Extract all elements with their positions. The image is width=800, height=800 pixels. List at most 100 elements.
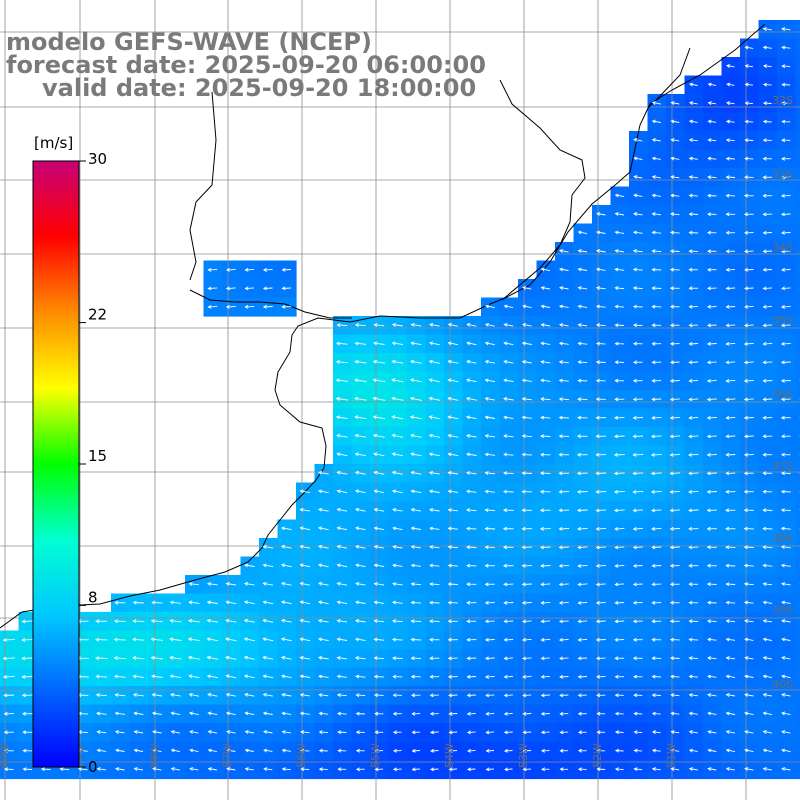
wind-arrow <box>559 767 569 772</box>
wind-arrow <box>392 582 403 586</box>
wind-arrow <box>466 563 477 568</box>
wind-arrow <box>354 341 367 346</box>
wind-arrow <box>410 563 421 568</box>
wind-arrow <box>595 582 606 587</box>
wind-arrow <box>743 397 754 402</box>
wind-speed-cell <box>795 316 800 336</box>
wind-arrow <box>707 101 717 105</box>
wind-arrow <box>484 619 495 624</box>
wind-arrow <box>688 119 698 124</box>
wind-arrow <box>539 545 551 550</box>
wind-arrow <box>540 730 550 735</box>
wind-arrow <box>614 637 625 642</box>
wind-arrow <box>614 600 625 605</box>
wind-arrow <box>317 581 329 586</box>
wind-arrow <box>743 415 754 420</box>
wind-arrow <box>447 341 459 346</box>
wind-arrow <box>743 563 754 568</box>
wind-arrow <box>2 675 15 679</box>
wind-arrow <box>151 600 163 605</box>
wind-arrow <box>762 27 772 31</box>
wind-arrow <box>707 230 717 235</box>
wind-arrow <box>132 655 145 660</box>
wind-arrow <box>318 748 328 753</box>
wind-arrow <box>762 674 773 679</box>
wind-arrow <box>410 470 422 475</box>
wind-arrow <box>781 101 791 106</box>
wind-arrow <box>521 415 532 420</box>
wind-arrow <box>781 156 791 161</box>
wind-arrow <box>725 138 735 143</box>
wind-arrow <box>596 730 606 735</box>
wind-arrow <box>374 767 384 772</box>
wind-arrow <box>318 711 329 716</box>
wind-arrow <box>688 360 699 365</box>
wind-arrow <box>21 693 33 698</box>
wind-arrow <box>447 322 458 327</box>
wind-arrow <box>336 563 348 568</box>
wind-arrow <box>670 748 680 753</box>
wind-arrow <box>95 637 108 642</box>
wind-arrow <box>466 693 476 698</box>
colorbar-tick-label: 30 <box>88 150 107 168</box>
wind-arrow <box>521 600 532 605</box>
wind-arrow <box>243 581 255 586</box>
wind-speed-cell <box>795 760 800 780</box>
wind-speed-cell <box>795 38 800 58</box>
wind-arrow <box>725 637 736 642</box>
wind-arrow <box>207 305 218 309</box>
wind-arrow <box>225 581 237 586</box>
wind-arrow <box>337 730 347 735</box>
wind-arrow <box>596 711 606 716</box>
wind-arrow <box>206 582 218 586</box>
wind-arrow <box>762 156 773 161</box>
wind-arrow <box>706 545 717 550</box>
wind-arrow <box>632 360 643 365</box>
wind-arrow <box>651 119 661 124</box>
wind-arrow <box>428 433 440 438</box>
wind-speed-cell <box>795 741 800 761</box>
wind-arrow <box>632 619 643 624</box>
wind-arrow <box>706 304 717 309</box>
wind-arrow <box>152 767 162 771</box>
wind-arrow <box>780 193 791 198</box>
wind-arrow <box>725 193 736 198</box>
wind-arrow <box>429 656 440 661</box>
wind-arrow <box>688 286 699 291</box>
wind-speed-cell <box>795 556 800 576</box>
wind-arrow <box>577 748 587 753</box>
wind-arrow <box>688 508 699 513</box>
wind-arrow <box>540 452 551 457</box>
wind-arrow <box>707 730 717 734</box>
wind-arrow <box>521 359 532 364</box>
wind-arrow <box>725 119 735 124</box>
wind-arrow <box>651 138 661 142</box>
wind-arrow <box>430 748 439 753</box>
wind-arrow <box>744 82 754 87</box>
wind-arrow <box>521 434 532 438</box>
wind-arrow <box>428 489 440 494</box>
wind-arrow <box>428 378 441 383</box>
wind-arrow <box>299 507 311 512</box>
wind-arrow <box>448 711 458 716</box>
wind-arrow <box>96 730 107 734</box>
wind-arrow <box>133 711 144 716</box>
wind-arrow <box>318 730 328 735</box>
wind-arrow <box>781 730 791 734</box>
wind-arrow <box>503 415 514 420</box>
wind-arrow <box>651 286 662 291</box>
wind-arrow <box>244 286 255 291</box>
wind-arrow <box>744 767 754 771</box>
wind-arrow <box>317 489 329 494</box>
wind-arrow <box>780 471 791 476</box>
wind-arrow <box>633 212 643 216</box>
wind-arrow <box>299 544 311 549</box>
wind-arrow <box>670 138 680 142</box>
wind-arrow <box>706 286 717 291</box>
wind-arrow <box>337 748 347 753</box>
wind-arrow <box>115 767 125 771</box>
wind-speed-cell <box>795 242 800 262</box>
wind-arrow <box>651 693 661 698</box>
wind-arrow <box>780 212 791 217</box>
wind-arrow <box>725 360 736 365</box>
